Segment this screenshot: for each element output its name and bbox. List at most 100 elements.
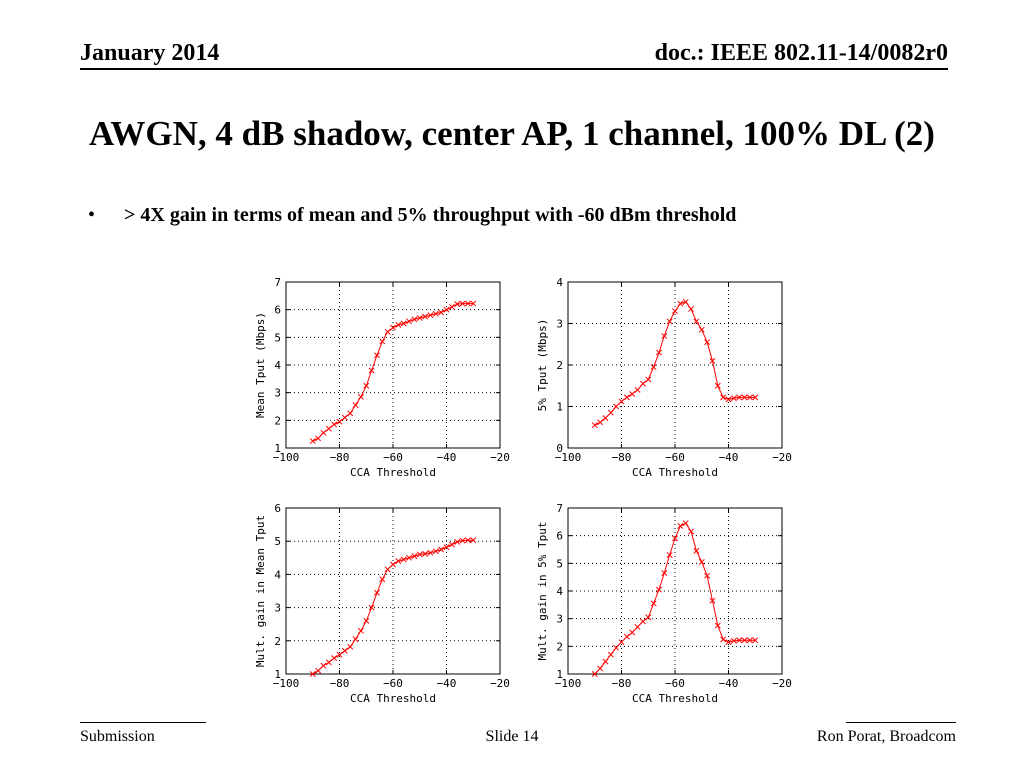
y-tick-label: 4 [274,359,281,372]
y-tick-label: 1 [274,442,281,455]
data-point-marker [315,667,322,674]
y-tick-label: 5 [274,535,281,548]
marker-stroke [741,637,748,644]
marker-stroke [357,393,364,400]
marker-stroke [400,556,407,563]
marker-stroke [357,627,364,634]
y-tick-label: 7 [274,276,281,289]
footer-divider-right [846,722,956,723]
data-point-marker [655,586,662,593]
marker-stroke [714,622,721,629]
marker-stroke [682,298,689,305]
data-point-marker [741,394,748,401]
marker-stroke [752,637,759,644]
data-point-marker [438,546,445,553]
data-point-marker [725,396,732,403]
data-point-marker [746,394,753,401]
marker-stroke [448,541,455,548]
data-point-marker [352,636,359,643]
marker-stroke [597,665,604,672]
x-tick-label: −100 [273,451,300,464]
marker-stroke [341,647,348,654]
marker-stroke [618,398,625,405]
data-point-marker [384,566,391,573]
x-tick-label: −40 [719,677,739,690]
data-point-marker [454,538,461,545]
y-tick-label: 1 [274,668,281,681]
marker-stroke [682,520,689,527]
marker-stroke [459,300,466,307]
marker-stroke [741,394,748,401]
y-tick-label: 0 [556,442,563,455]
marker-stroke [454,538,461,545]
data-point-marker [709,597,716,604]
data-point-marker [613,403,620,410]
y-axis-label: Mean Tput (Mbps) [254,312,267,418]
marker-stroke [432,548,439,555]
data-point-marker [704,572,711,579]
data-point-marker [470,300,477,307]
marker-stroke [677,300,684,307]
y-tick-label: 6 [556,530,563,543]
marker-stroke [352,402,359,409]
marker-stroke [373,589,380,596]
data-point-marker [629,391,636,398]
plot-area [286,508,500,674]
y-tick-label: 5 [556,557,563,570]
marker-stroke [639,618,646,625]
marker-stroke [725,396,732,403]
marker-stroke [336,651,343,658]
data-point-marker [459,537,466,544]
data-point-marker [411,553,418,560]
marker-stroke [395,558,402,565]
data-point-marker [693,547,700,554]
marker-stroke [459,537,466,544]
marker-stroke [427,549,434,556]
data-point-marker [629,629,636,636]
chart-gain-5pct-tput-svg: −100 −80 −60 −40 −20 1 2 3 4 5 6 7 CCA Threshold Mult… [536,502,792,705]
y-axis-label: 5% Tput (Mbps) [536,319,549,412]
bullet-symbol: • [88,204,96,226]
marker-stroke [736,637,743,644]
marker-stroke [661,332,668,339]
data-point-marker [602,415,609,422]
data-point-marker [650,600,657,607]
marker-stroke [634,386,641,393]
data-point-marker [661,570,668,576]
x-tick-label: −80 [612,677,632,690]
marker-stroke [368,367,375,374]
y-tick-label: 6 [274,304,281,317]
marker-stroke [400,320,407,327]
data-point-marker [448,303,455,310]
data-point-marker [645,376,652,383]
data-point-marker [730,637,737,644]
x-tick-label: −100 [273,677,300,690]
marker-stroke [368,604,375,611]
data-point-marker [363,617,370,624]
marker-stroke [607,651,614,658]
x-tick-label: −60 [665,677,685,690]
data-point-marker [666,552,673,558]
marker-stroke [650,600,657,607]
data-point-marker [309,671,316,677]
data-point-marker [443,306,450,313]
data-point-marker [315,435,322,442]
data-point-marker [438,309,445,316]
plot-area [286,282,500,448]
data-point-marker [634,386,641,393]
data-point-marker [454,301,461,308]
data-point-marker [618,639,625,646]
data-point-marker [320,429,327,436]
marker-stroke [448,303,455,310]
data-point-marker [736,637,743,644]
marker-stroke [422,550,429,557]
data-point-marker [607,651,614,658]
marker-stroke [704,572,711,579]
data-point-marker [714,382,721,389]
marker-stroke [347,410,354,417]
data-point-marker [309,438,316,445]
data-point-marker [752,637,759,644]
data-point-marker [427,312,434,319]
marker-stroke [693,547,700,554]
data-point-marker [347,643,354,650]
